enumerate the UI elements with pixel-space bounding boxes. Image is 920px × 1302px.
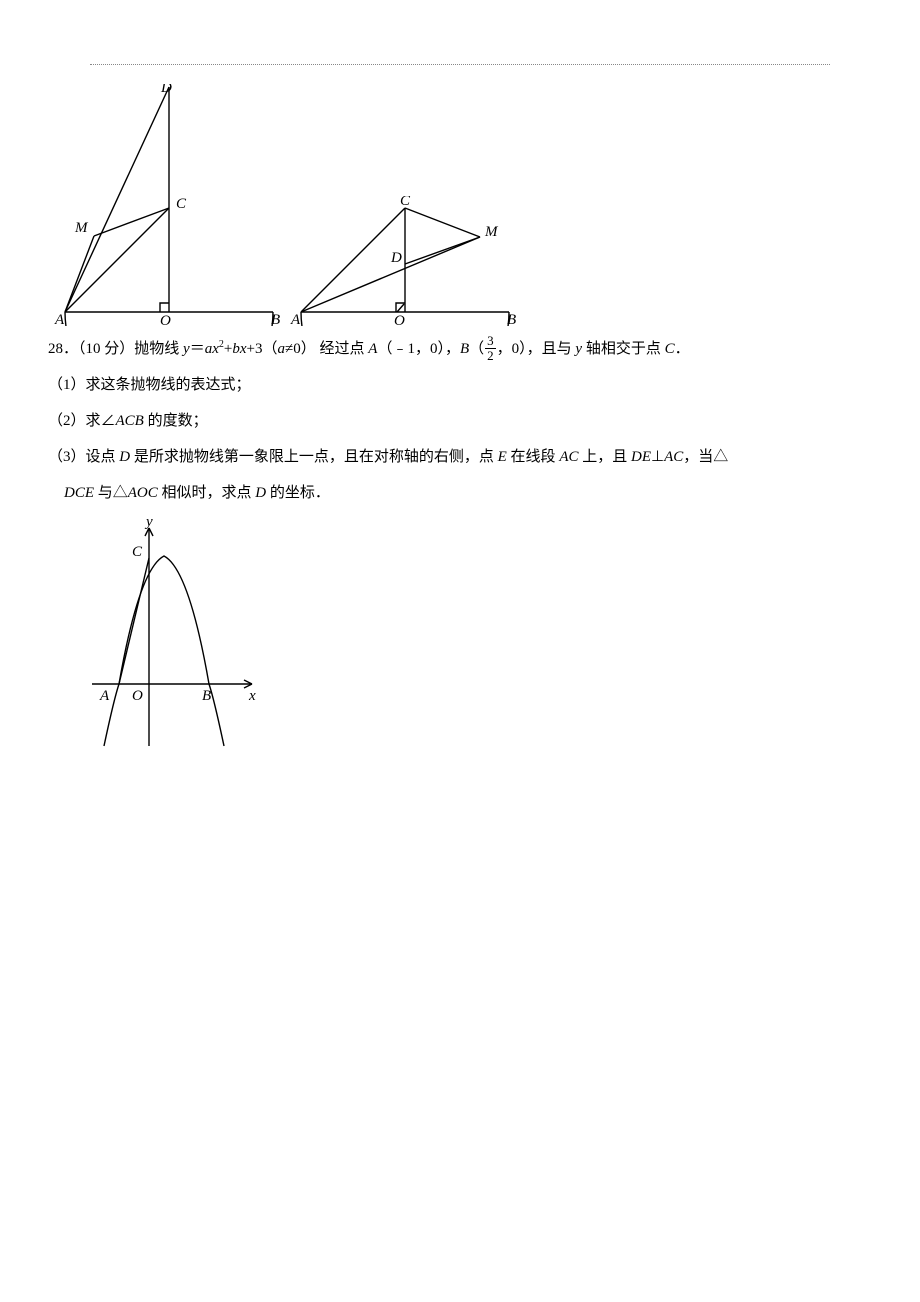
top-figures-row: A B O C D M bbox=[48, 84, 872, 326]
label-O: O bbox=[160, 313, 171, 326]
label-M: M bbox=[74, 220, 89, 236]
divider-line bbox=[90, 64, 830, 65]
axis-label-y: y bbox=[144, 514, 153, 530]
axis-label-x: x bbox=[248, 688, 256, 704]
sub-question-1: （1）求这条抛物线的表达式； bbox=[48, 370, 872, 400]
label-B: B bbox=[271, 312, 280, 326]
sub-question-2: （2）求∠ACB 的度数； bbox=[48, 406, 872, 436]
page: A B O C D M bbox=[0, 0, 920, 1302]
origin-label: O bbox=[132, 688, 143, 704]
label-C: C bbox=[400, 196, 411, 209]
content-area: A B O C D M bbox=[0, 84, 920, 759]
problem-number: 28 bbox=[48, 341, 63, 357]
problem-stem: 28．（10 分）抛物线 y＝ax2+bx+3（a≠0） 经过点 A（﹣1，0）… bbox=[48, 330, 872, 364]
figure-coordinate-parabola: y x O A B C bbox=[84, 514, 264, 754]
problem-points: （10 分） bbox=[78, 341, 134, 357]
sub-question-3-line1: （3）设点 D 是所求抛物线第一象限上一点，且在对称轴的右侧，点 E 在线段 A… bbox=[48, 442, 872, 472]
label-C: C bbox=[132, 544, 143, 560]
label-A: A bbox=[54, 312, 65, 326]
label-B: B bbox=[507, 312, 516, 326]
label-B: B bbox=[202, 688, 211, 704]
figure-right-semicircle: A B O C D M bbox=[288, 196, 520, 326]
label-O: O bbox=[394, 313, 405, 326]
figure-bottom-wrap: y x O A B C bbox=[48, 514, 872, 759]
label-M: M bbox=[484, 224, 499, 240]
label-D: D bbox=[160, 84, 172, 96]
label-A: A bbox=[290, 312, 301, 326]
label-A: A bbox=[99, 688, 110, 704]
label-C: C bbox=[176, 196, 187, 212]
sub-question-3-line2: DCE 与△AOC 相似时，求点 D 的坐标． bbox=[48, 478, 872, 508]
figure-left-semicircle: A B O C D M bbox=[52, 84, 284, 326]
label-D: D bbox=[390, 250, 402, 266]
